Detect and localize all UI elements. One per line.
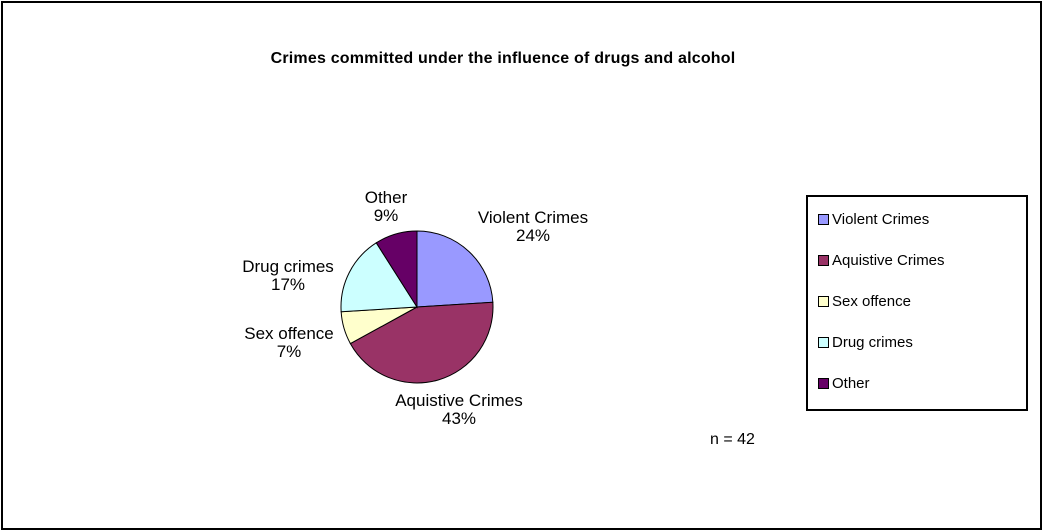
legend-swatch [818, 254, 829, 266]
legend-item: Sex offence [818, 291, 911, 311]
legend-swatch [818, 295, 829, 307]
slice-label-percent: 9% [374, 206, 399, 225]
slice-label-name: Sex offence [244, 324, 333, 343]
pie-slice-drug-crimes [340, 242, 418, 313]
pie-slice-other [375, 230, 418, 309]
legend-item: Drug crimes [818, 332, 913, 352]
slice-label-name: Other [365, 188, 408, 207]
slice-label-percent: 24% [516, 226, 550, 245]
legend-label: Other [832, 374, 870, 392]
legend-item: Other [818, 373, 870, 393]
pie-slice-aquistive-crimes [349, 301, 494, 384]
slice-label-percent: 7% [277, 342, 302, 361]
legend-label: Sex offence [832, 292, 911, 310]
slice-label-percent: 43% [442, 409, 476, 428]
slice-label-percent: 17% [271, 275, 305, 294]
sample-size-annotation: n = 42 [710, 431, 755, 448]
legend-label: Aquistive Crimes [832, 251, 945, 269]
pie-slice-violent-crimes [416, 230, 494, 308]
legend-swatch [818, 377, 829, 389]
chart-title: Crimes committed under the influence of … [270, 50, 736, 67]
legend: Violent Crimes Aquistive Crimes Sex offenc… [806, 195, 1028, 411]
slice-label-name: Violent Crimes [478, 208, 588, 227]
slice-label-name: Drug crimes [242, 257, 334, 276]
legend-item: Aquistive Crimes [818, 250, 945, 270]
legend-label: Drug crimes [832, 333, 913, 351]
legend-swatch [818, 213, 829, 225]
slice-label-name: Aquistive Crimes [395, 391, 523, 410]
legend-swatch [818, 336, 829, 348]
legend-item: Violent Crimes [818, 209, 929, 229]
legend-label: Violent Crimes [832, 210, 930, 228]
